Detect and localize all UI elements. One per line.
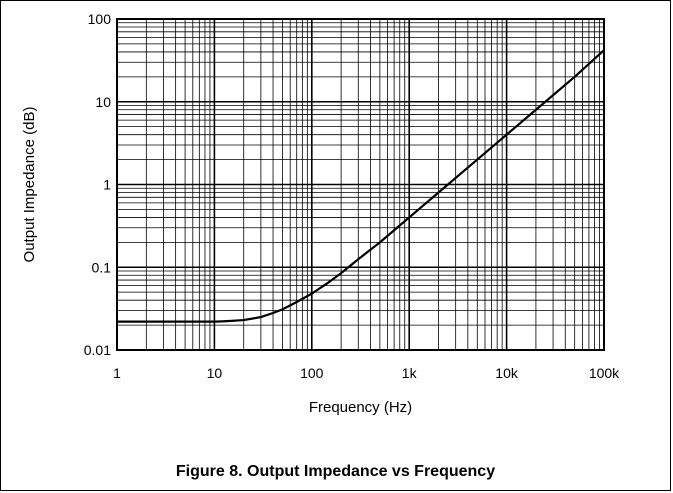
x-tick-label: 1 [113, 365, 121, 381]
x-tick-label: 10k [495, 365, 519, 381]
x-tick-label: 100k [589, 365, 620, 381]
y-tick-labels: 0.01 0.1 1 10 100 [84, 11, 111, 358]
x-tick-label: 100 [300, 365, 324, 381]
y-tick-label: 0.1 [92, 259, 112, 275]
series-layer [117, 49, 605, 323]
figure-caption: Figure 8. Output Impedance vs Frequency [175, 463, 496, 480]
y-tick-label: 1 [103, 177, 111, 193]
x-axis-label: Frequency (Hz) [309, 399, 412, 416]
x-tick-label: 10 [207, 365, 223, 381]
y-axis-label: Output Impedance (dB) [21, 107, 38, 263]
grid [117, 19, 604, 350]
y-tick-label: 10 [95, 94, 111, 110]
impedance-curve [117, 49, 605, 323]
x-tick-label: 1k [402, 365, 418, 381]
y-tick-label: 100 [88, 11, 112, 27]
plot-area-border [116, 18, 605, 351]
x-tick-labels: 1 10 100 1k 10k 100k [113, 365, 620, 381]
y-tick-label: 0.01 [84, 342, 111, 358]
